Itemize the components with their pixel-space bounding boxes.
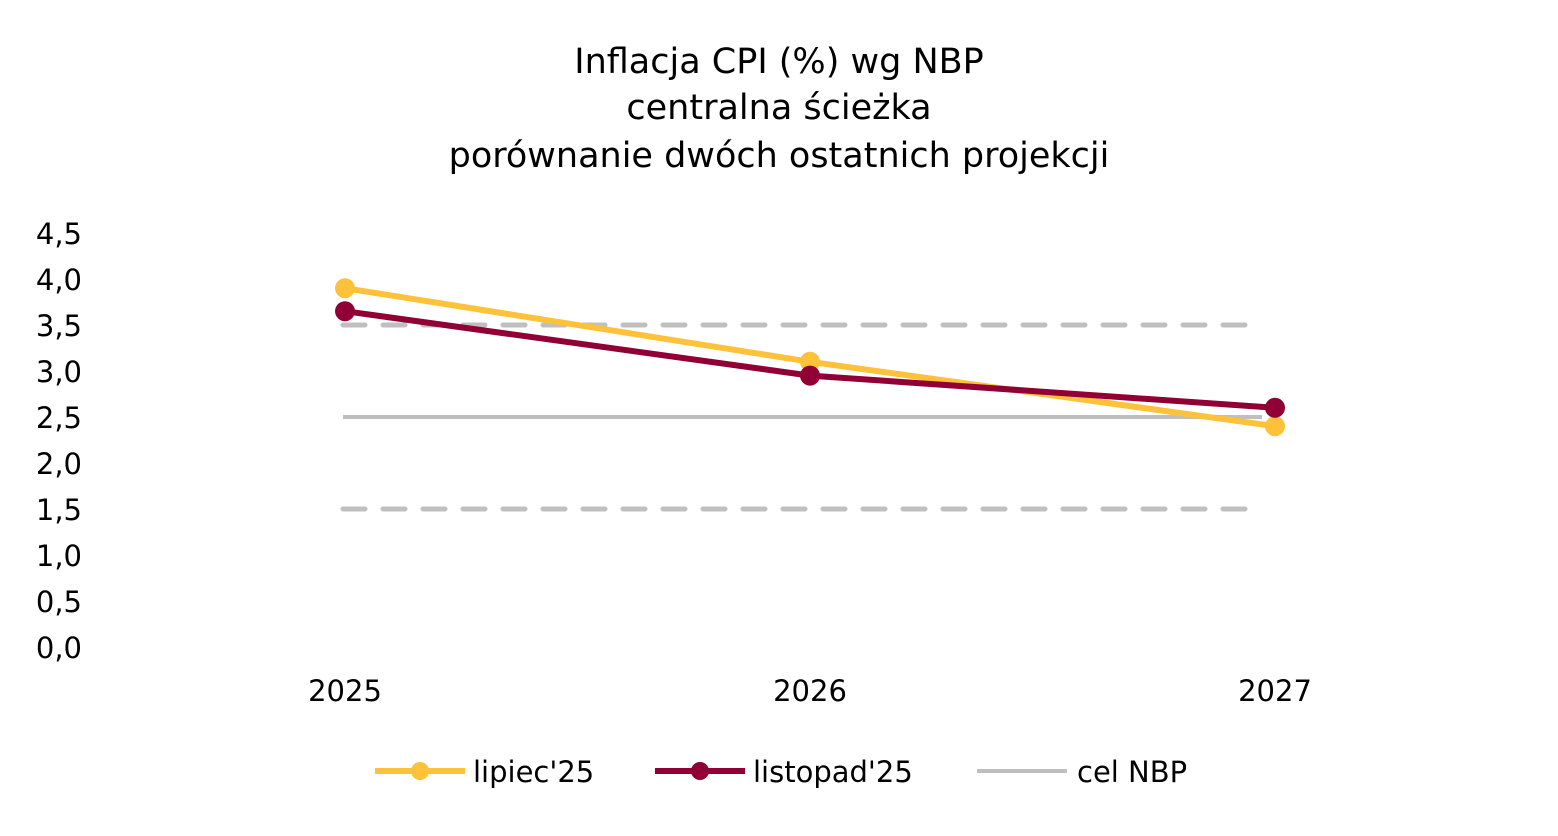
data-point [800,351,820,372]
legend-marker [411,762,429,780]
y-tick-label: 1,5 [36,493,82,527]
tolerance-band [340,322,1265,512]
x-tick-label: 2027 [1238,674,1312,708]
legend-item: cel NBP [977,755,1187,789]
x-tick-label: 2026 [773,674,847,708]
legend-item: lipiec'25 [375,755,594,789]
title-line-2: centralna ścieżka [626,88,931,128]
legend-marker [691,762,709,780]
title-line-1: Inflacja CPI (%) wg NBP [574,42,984,82]
y-tick-label: 4,0 [36,263,82,297]
legend: lipiec'25 listopad'25 cel NBP [375,755,1187,789]
data-point [335,301,355,322]
y-tick-label: 0,5 [36,585,82,619]
chart-title: Inflacja CPI (%) wg NBP centralna ścieżk… [449,42,1110,176]
y-tick-label: 3,5 [36,309,82,343]
y-tick-label: 2,5 [36,401,82,435]
data-point [1265,416,1285,437]
x-axis: 2025 2026 2027 [308,674,1312,708]
data-point [1265,397,1285,418]
legend-label: lipiec'25 [473,755,594,789]
y-tick-label: 3,0 [36,355,82,389]
title-line-3: porównanie dwóch ostatnich projekcji [449,136,1110,176]
legend-label: cel NBP [1077,755,1187,789]
x-tick-label: 2025 [308,674,382,708]
y-tick-label: 4,5 [36,217,82,251]
data-point [335,278,355,299]
y-axis: 0,0 0,5 1,0 1,5 2,0 2,5 3,0 3,5 4,0 4,5 [36,217,82,665]
series-group [335,278,1285,437]
y-tick-label: 1,0 [36,539,82,573]
y-tick-label: 0,0 [36,631,82,665]
y-tick-label: 2,0 [36,447,82,481]
data-point [800,365,820,386]
legend-item: listopad'25 [655,755,913,789]
legend-label: listopad'25 [753,755,913,789]
